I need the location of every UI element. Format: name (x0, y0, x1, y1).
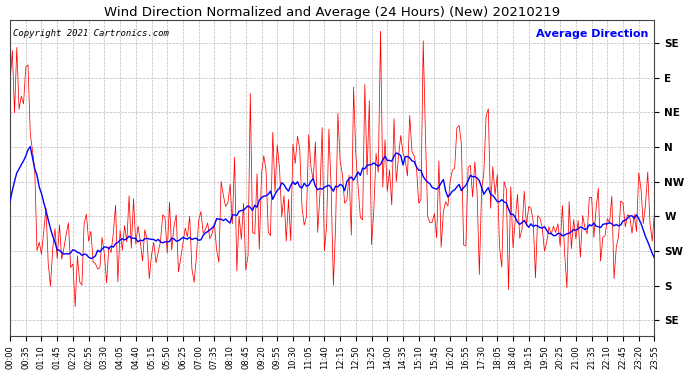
Title: Wind Direction Normalized and Average (24 Hours) (New) 20210219: Wind Direction Normalized and Average (2… (104, 6, 560, 18)
Text: Average Direction: Average Direction (535, 29, 648, 39)
Text: Copyright 2021 Cartronics.com: Copyright 2021 Cartronics.com (13, 29, 169, 38)
